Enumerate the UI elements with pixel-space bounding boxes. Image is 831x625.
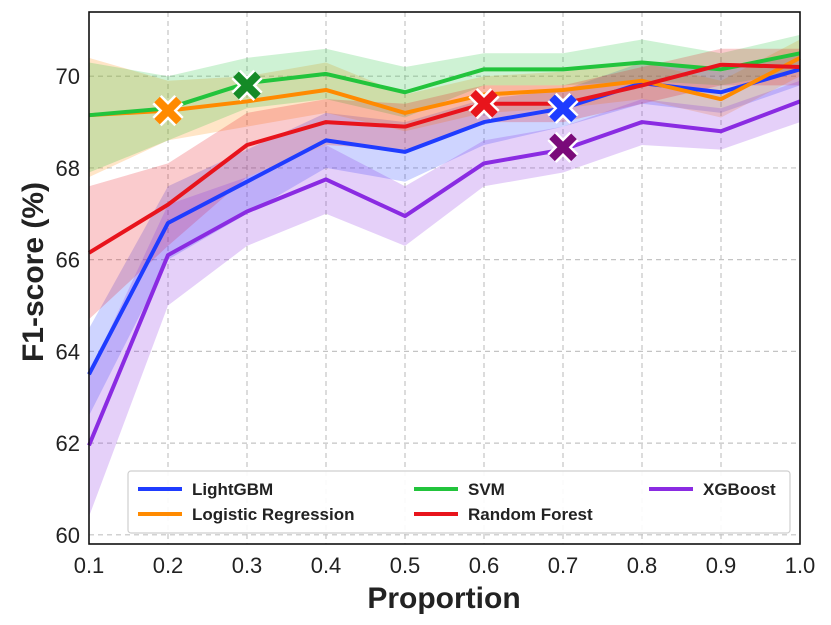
y-tick-label: 60 [56,523,80,548]
series-lines [87,51,801,447]
best-marker-svm [231,69,263,101]
line-lightgbm [87,67,801,376]
legend-label-logistic-regression: Logistic Regression [192,505,354,524]
x-tick-labels: 0.1 0.2 0.3 0.4 0.5 0.6 0.7 0.8 0.9 1.0 [74,553,816,578]
grid [89,12,800,544]
y-axis-title: F1-score (%) [17,182,50,362]
y-tick-labels: 60 62 64 66 68 70 [56,64,80,548]
line-random-forest [87,62,801,255]
legend-label-random-forest: Random Forest [468,505,593,524]
legend: LightGBM Logistic Regression SVM Random For… [127,470,791,534]
legend-label-lightgbm: LightGBM [192,480,273,499]
y-tick-label: 68 [56,156,80,181]
best-marker-random-forest [468,88,500,120]
line-xgboost [87,99,801,447]
x-axis-title: Proportion [367,582,520,615]
line-svm [88,51,801,118]
x-tick-label: 0.1 [74,553,105,578]
best-markers [152,69,579,163]
x-tick-label: 0.6 [469,553,500,578]
confidence-bands [89,34,800,517]
band-random-forest [89,48,800,320]
best-marker-logistic-regression [152,95,184,127]
x-tick-label: 0.5 [390,553,421,578]
x-tick-label: 0.7 [548,553,579,578]
x-tick-label: 0.3 [232,553,263,578]
y-tick-label: 64 [56,339,80,364]
x-tick-label: 0.9 [706,553,737,578]
x-tick-label: 0.8 [627,553,658,578]
band-logistic-regression [89,39,800,178]
best-marker-xgboost [547,131,579,163]
band-svm [89,34,800,173]
band-xgboost [89,80,800,517]
best-marker-lightgbm [547,92,579,124]
legend-label-svm: SVM [468,480,505,499]
y-tick-label: 70 [56,64,80,89]
legend-box [127,470,791,534]
x-tick-label: 1.0 [785,553,816,578]
y-tick-label: 62 [56,431,80,456]
x-tick-label: 0.2 [153,553,184,578]
y-tick-label: 66 [56,248,80,273]
line-logistic-regression [88,56,801,118]
plot-frame [88,11,801,545]
legend-label-xgboost: XGBoost [703,480,776,499]
x-tick-label: 0.4 [311,553,342,578]
band-lightgbm [89,53,800,416]
